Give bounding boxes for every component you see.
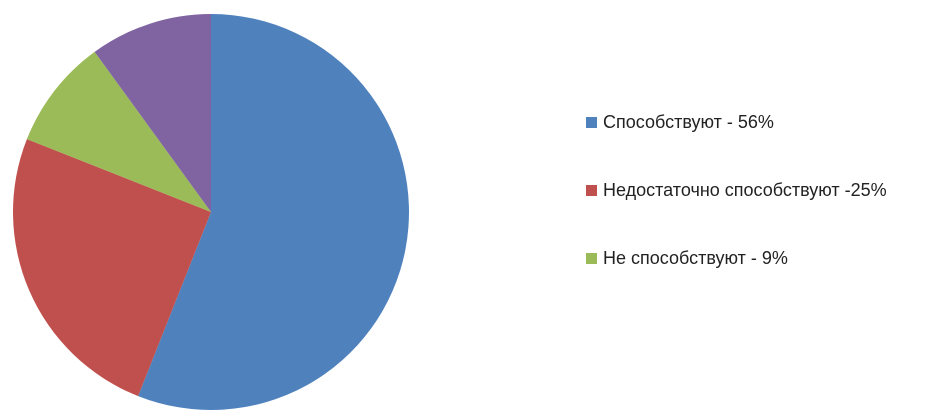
pie-slice-1 — [138, 14, 410, 410]
pie-slice-4 — [94, 14, 211, 212]
legend-swatch-ne-sposobstvuyut — [586, 253, 597, 264]
pie-slice-2 — [13, 139, 212, 397]
legend-label-sposobstvuyut: Способствуют - 56% — [603, 112, 774, 132]
legend-swatch-nedostatochno-sposobstvuyut — [586, 185, 597, 196]
legend-swatch-sposobstvuyut — [586, 117, 597, 128]
legend-label-ne-sposobstvuyut: Не способствуют - 9% — [603, 248, 788, 268]
pie-slice-3 — [26, 51, 212, 212]
legend-label-nedostatochno-sposobstvuyut: Недостаточно способствуют -25% — [603, 180, 887, 200]
